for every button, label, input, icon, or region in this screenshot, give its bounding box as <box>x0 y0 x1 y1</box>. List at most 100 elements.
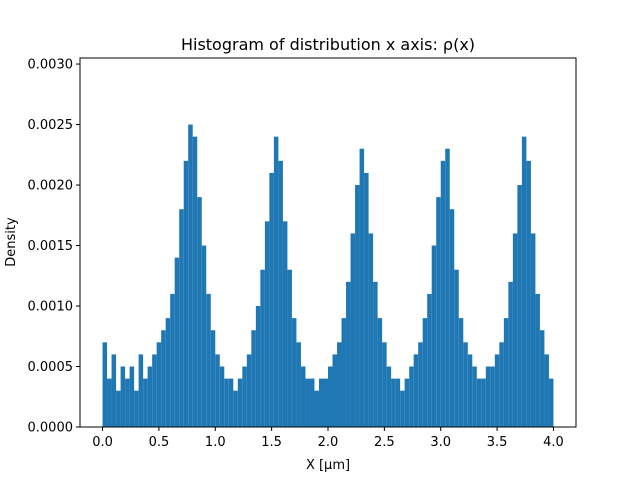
bars-group <box>102 124 554 427</box>
histogram-bar <box>102 342 108 427</box>
histogram-bar <box>463 342 468 427</box>
histogram-bar <box>273 136 279 427</box>
histogram-bar <box>355 185 360 427</box>
histogram-bar <box>454 269 459 427</box>
x-tick-label: 3.5 <box>487 435 508 450</box>
histogram-bar <box>264 221 270 427</box>
histogram-bar <box>544 354 549 427</box>
histogram-bar <box>472 366 477 427</box>
histogram-bar <box>215 354 220 427</box>
histogram-bar <box>445 148 450 427</box>
histogram-bar <box>224 378 229 427</box>
histogram-bar <box>237 378 243 427</box>
histogram-bar <box>138 354 144 427</box>
histogram-bar <box>431 245 437 427</box>
histogram-bar <box>197 197 202 427</box>
chart-title: Histogram of distribution x axis: ρ(x) <box>181 35 475 54</box>
histogram-bar <box>170 293 175 427</box>
histogram-bar <box>228 378 234 427</box>
y-tick-label: 0.0025 <box>28 118 74 133</box>
histogram-bar <box>364 172 369 427</box>
histogram-bar <box>481 378 486 427</box>
histogram-bar <box>156 342 162 427</box>
histogram-bar <box>174 257 180 427</box>
histogram-bar <box>512 233 518 427</box>
x-axis: 0.0 0.5 1.0 1.5 2.0 2.5 3.0 3.5 4.0 <box>92 427 564 450</box>
histogram-bar <box>436 197 441 427</box>
histogram-bar <box>332 354 338 427</box>
histogram-bar <box>287 269 292 427</box>
histogram-bar <box>535 293 540 427</box>
y-tick-label: 0.0020 <box>28 179 74 194</box>
histogram-bar <box>413 354 419 427</box>
histogram-bar <box>409 366 414 427</box>
histogram-bar <box>152 354 157 427</box>
histogram-bar <box>291 318 297 427</box>
histogram-bar <box>467 354 473 427</box>
histogram-bar <box>300 366 306 427</box>
histogram-bar <box>296 342 301 427</box>
histogram-bar <box>179 209 184 427</box>
histogram-bar <box>377 318 383 427</box>
histogram-bar <box>346 281 351 427</box>
histogram-bar <box>368 233 374 427</box>
histogram-bar <box>134 390 139 427</box>
histogram-bar <box>440 160 446 427</box>
x-tick-label: 2.0 <box>318 435 339 450</box>
histogram-bar <box>539 330 545 427</box>
histogram-bar <box>382 342 387 427</box>
y-tick-label: 0.0030 <box>28 58 74 73</box>
histogram-bar <box>269 172 274 427</box>
x-tick-label: 0.0 <box>92 435 113 450</box>
histogram-bar <box>476 378 482 427</box>
histogram-bar <box>210 330 216 427</box>
histogram-bar <box>521 136 527 427</box>
histogram-bar <box>526 160 531 427</box>
x-tick-label: 3.0 <box>430 435 451 450</box>
y-tick-label: 0.0000 <box>28 421 74 436</box>
histogram-bar <box>508 281 513 427</box>
histogram-bar <box>341 318 347 427</box>
histogram-bar <box>548 378 554 427</box>
histogram-bar <box>233 390 238 427</box>
histogram-bar <box>449 209 455 427</box>
histogram-bar <box>503 318 509 427</box>
histogram-bar <box>192 136 198 427</box>
histogram-bar <box>485 366 491 427</box>
x-tick-label: 4.0 <box>543 435 564 450</box>
histogram-bar <box>318 378 324 427</box>
y-axis-label: Density <box>4 217 19 267</box>
histogram-bar <box>147 366 153 427</box>
histogram-bar <box>107 378 112 427</box>
histogram-bar <box>499 342 504 427</box>
histogram-bar <box>309 378 315 427</box>
histogram-bar <box>530 233 536 427</box>
x-axis-label: X [μm] <box>306 458 350 473</box>
histogram-bar <box>337 342 342 427</box>
histogram-bar <box>328 366 333 427</box>
histogram-bar <box>201 245 207 427</box>
histogram-bar <box>490 366 495 427</box>
histogram-bar <box>373 281 378 427</box>
y-tick-label: 0.0015 <box>28 239 74 254</box>
histogram-bar <box>314 390 319 427</box>
histogram-bar <box>305 378 310 427</box>
x-tick-label: 0.5 <box>149 435 170 450</box>
x-tick-label: 1.0 <box>205 435 226 450</box>
histogram-bar <box>494 354 500 427</box>
histogram-bar <box>255 306 261 427</box>
histogram-bar <box>404 378 410 427</box>
y-tick-label: 0.0005 <box>28 360 74 375</box>
histogram-bar <box>517 185 522 427</box>
histogram-bar <box>323 378 328 427</box>
histogram-bar <box>242 366 247 427</box>
histogram-bar <box>251 330 256 427</box>
histogram-bar <box>219 366 225 427</box>
histogram-bar <box>143 378 148 427</box>
histogram-bar <box>260 269 265 427</box>
histogram-bar <box>278 160 283 427</box>
histogram-bar <box>161 330 166 427</box>
histogram-bar <box>350 233 356 427</box>
histogram-bar <box>129 366 135 427</box>
